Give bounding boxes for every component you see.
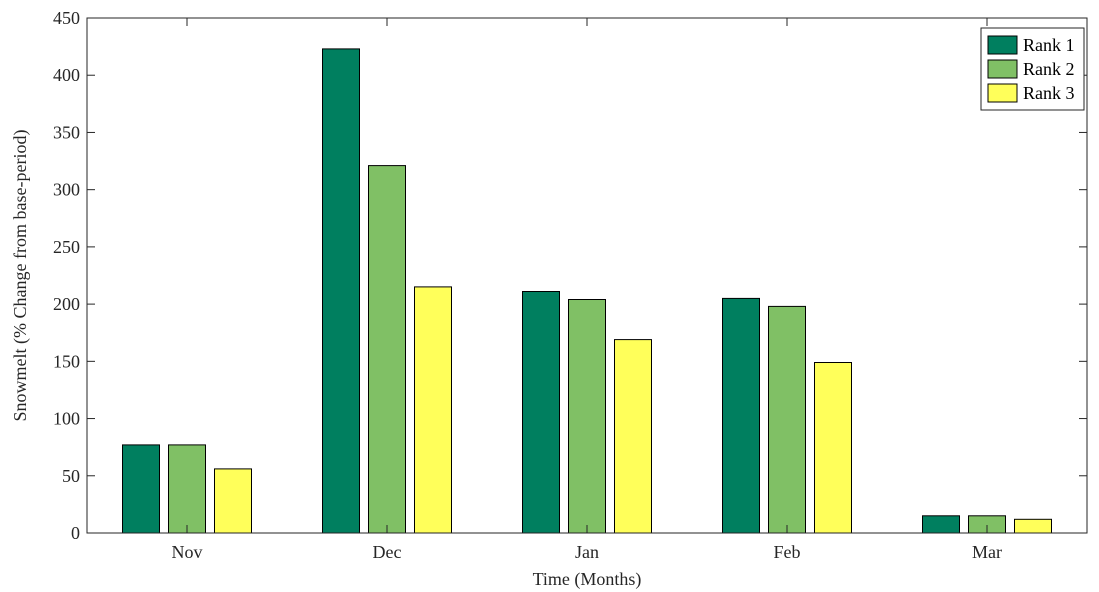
bar-dec-rank-3 [414, 286, 452, 534]
bar-feb-rank-2 [768, 305, 806, 534]
y-tick-label: 200 [53, 294, 80, 314]
bar-jan-rank-3 [614, 339, 652, 534]
bar-dec-rank-2 [368, 165, 406, 534]
bar-jan-rank-1 [522, 291, 560, 534]
bar-nov-rank-3 [214, 468, 252, 534]
bar-mar-rank-1 [922, 515, 960, 534]
legend-swatch [987, 59, 1018, 79]
x-tick-label: Jan [575, 542, 599, 562]
legend-label: Rank 2 [1023, 59, 1075, 79]
bar-feb-rank-1 [722, 297, 760, 534]
y-tick-label: 150 [53, 351, 80, 371]
y-tick-label: 300 [53, 180, 80, 200]
bar-nov-rank-2 [168, 444, 206, 534]
y-tick-label: 450 [53, 8, 80, 28]
x-tick-label: Mar [972, 542, 1002, 562]
y-tick-label: 100 [53, 409, 80, 429]
legend-label: Rank 3 [1023, 83, 1075, 103]
x-tick-label: Feb [774, 542, 801, 562]
bar-jan-rank-2 [568, 299, 606, 534]
legend-label: Rank 1 [1023, 35, 1075, 55]
y-tick-label: 50 [62, 466, 80, 486]
x-axis-ticks: Nov Dec Jan Feb Mar [172, 18, 1002, 562]
x-tick-label: Nov [172, 542, 203, 562]
y-tick-label: 400 [53, 65, 80, 85]
y-axis-ticks: 0 50 100 150 200 250 300 350 400 450 [53, 8, 1087, 543]
bar-mar-rank-3 [1014, 518, 1052, 534]
x-tick-label: Dec [373, 542, 402, 562]
legend-swatch [987, 83, 1018, 103]
y-tick-label: 0 [71, 523, 80, 543]
plot-bars [122, 48, 1052, 534]
x-axis-label: Time (Months) [533, 569, 642, 590]
bar-dec-rank-1 [322, 48, 360, 534]
y-tick-label: 250 [53, 237, 80, 257]
bar-nov-rank-1 [122, 444, 160, 534]
legend: Rank 1 Rank 2 Rank 3 [980, 27, 1085, 111]
bar-feb-rank-3 [814, 362, 852, 534]
y-tick-label: 350 [53, 122, 80, 142]
y-axis-label: Snowmelt (% Change from base-period) [10, 130, 31, 422]
legend-swatch [987, 35, 1018, 55]
